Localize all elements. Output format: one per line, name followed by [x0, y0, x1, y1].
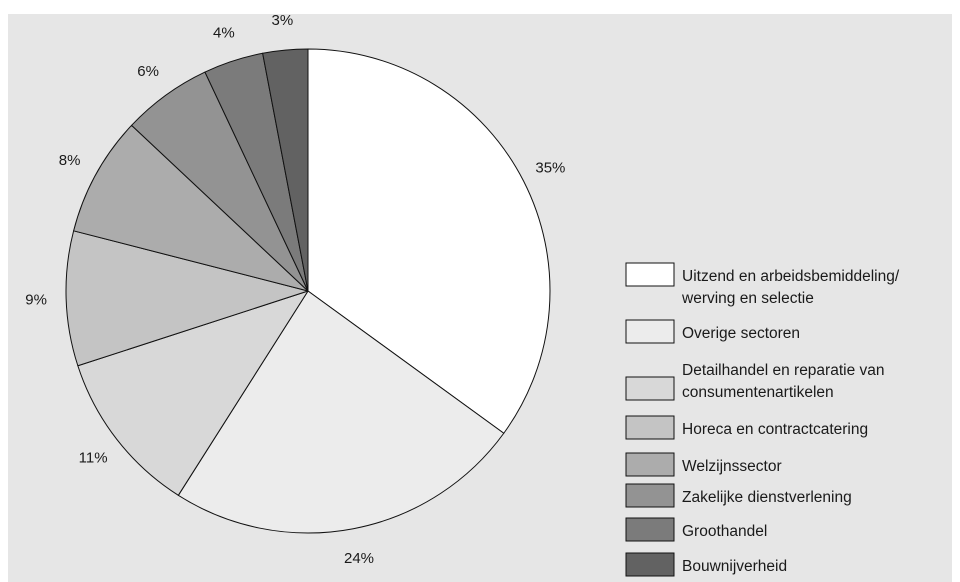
legend-item: Welzijnssector — [625, 452, 782, 477]
legend-item: Overige sectoren — [625, 319, 800, 344]
slice-percentage-label: 8% — [59, 152, 81, 169]
legend-swatch — [625, 319, 675, 344]
pie-slice — [77, 290, 309, 496]
legend-label: werving en selectie — [681, 290, 814, 307]
legend-label: consumentenartikelen — [682, 384, 834, 401]
legend-item: Bouwnijverheid — [625, 552, 787, 577]
legend-label: Detailhandel en reparatie van — [682, 362, 885, 379]
legend-label: Groothandel — [682, 523, 767, 540]
pie-slice — [262, 48, 309, 292]
legend: Uitzend en arbeidsbemiddeling/werving en… — [625, 262, 900, 577]
legend-swatch — [625, 517, 675, 542]
legend-item: Zakelijke dienstverlening — [625, 483, 852, 508]
slice-percentage-label: 35% — [535, 160, 565, 177]
legend-label: Zakelijke dienstverlening — [682, 489, 852, 506]
legend-swatch — [625, 552, 675, 577]
legend-label: Uitzend en arbeidsbemiddeling/ — [682, 268, 900, 285]
slice-labels: 35% 24% 11% 9% 8% 6% 4% 3% — [25, 12, 565, 567]
legend-swatch — [625, 415, 675, 440]
legend-item: Uitzend en arbeidsbemiddeling/werving en… — [625, 262, 900, 307]
legend-label: Bouwnijverheid — [682, 558, 787, 575]
slice-percentage-label: 11% — [79, 450, 108, 467]
slice-percentage-label: 6% — [137, 63, 159, 80]
legend-swatch — [625, 452, 675, 477]
slice-percentage-label: 9% — [25, 292, 47, 309]
slice-percentage-label: 24% — [344, 550, 374, 567]
pie-slices — [65, 48, 551, 534]
slice-percentage-label: 4% — [213, 24, 235, 41]
legend-swatch — [625, 376, 675, 401]
pie-slice — [307, 48, 551, 434]
legend-label: Horeca en contractcatering — [682, 421, 868, 438]
legend-item: Detailhandel en reparatie van consumenten… — [625, 362, 885, 401]
slice-percentage-label: 3% — [272, 12, 294, 29]
pie-slice — [177, 290, 505, 534]
legend-item: Horeca en contractcatering — [625, 415, 868, 440]
pie-slice — [65, 230, 309, 367]
legend-label: Welzijnssector — [682, 458, 782, 475]
legend-label: Overige sectoren — [682, 325, 800, 342]
legend-item: Groothandel — [625, 517, 767, 542]
legend-swatch — [625, 483, 675, 508]
pie-slice — [73, 124, 309, 292]
legend-swatch — [625, 262, 675, 287]
